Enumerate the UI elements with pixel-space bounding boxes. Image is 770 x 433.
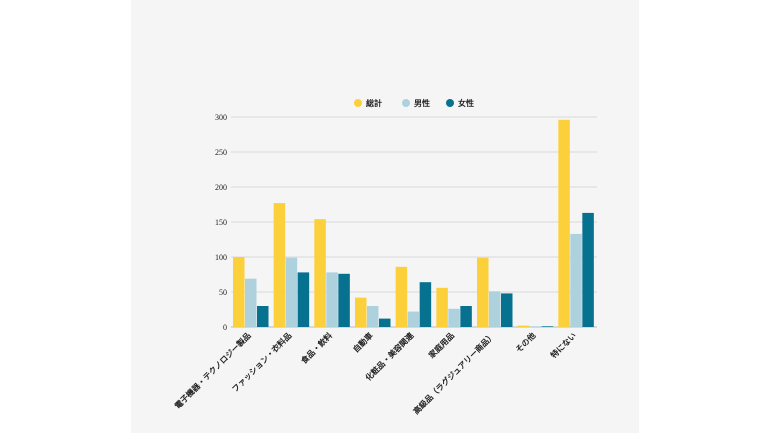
- bar: [419, 282, 432, 327]
- bar: [367, 306, 379, 327]
- x-tick-label: 高級品（ラグジュアリー商品）: [411, 330, 497, 416]
- y-tick-label: 250: [215, 148, 227, 157]
- bar: [245, 278, 257, 327]
- y-tick-label: 150: [215, 218, 227, 227]
- y-tick-label: 200: [215, 183, 227, 192]
- bar: [558, 119, 570, 327]
- bar: [273, 203, 286, 327]
- bar: [460, 306, 472, 327]
- bar: [570, 233, 582, 327]
- legend-label: 女性: [458, 98, 474, 108]
- bar: [529, 326, 542, 327]
- bar: [477, 257, 489, 327]
- bar: [448, 308, 460, 327]
- bar: [297, 272, 310, 327]
- legend-swatch: [354, 99, 362, 107]
- x-tick-label: 食品・飲料: [299, 330, 334, 365]
- legend-swatch: [402, 99, 410, 107]
- bar: [257, 306, 269, 327]
- x-axis-labels: 電子機器・テクノロジー製品ファッション・衣料品 食品・飲料 自動車化粧品・美容関連家…: [172, 330, 578, 416]
- bar: [395, 266, 408, 327]
- y-tick-label: 50: [219, 288, 227, 297]
- bar: [233, 257, 245, 327]
- bar: [541, 326, 554, 327]
- bar: [517, 325, 530, 327]
- bar: [436, 287, 448, 327]
- legend-label: 男性: [414, 98, 430, 108]
- bar: [489, 291, 501, 327]
- legend-swatch: [446, 99, 454, 107]
- bar: [326, 272, 338, 327]
- y-tick-label: 100: [215, 253, 227, 262]
- x-tick-label: 電子機器・テクノロジー製品: [172, 330, 252, 410]
- bar: [379, 318, 391, 327]
- bar: [501, 293, 513, 327]
- legend-label: 総計: [366, 98, 382, 108]
- bar: [314, 219, 326, 327]
- bar: [338, 273, 350, 327]
- y-tick-label: 0: [223, 323, 227, 332]
- legend: 総計 男性 女性: [354, 98, 474, 108]
- bars: [233, 119, 594, 327]
- bar: [355, 297, 367, 327]
- x-tick-label: 特にない: [548, 330, 578, 360]
- bar: [285, 257, 298, 327]
- x-tick-label: その他: [513, 330, 537, 354]
- x-tick-label: 家庭用品: [426, 330, 456, 360]
- y-axis-ticks: 0 50 100 150 200 250 300: [215, 113, 227, 332]
- chart-panel: [131, 0, 639, 433]
- y-tick-label: 300: [215, 113, 227, 122]
- x-tick-label: 自動車: [351, 330, 375, 354]
- bar: [407, 311, 420, 327]
- bar: [582, 212, 594, 327]
